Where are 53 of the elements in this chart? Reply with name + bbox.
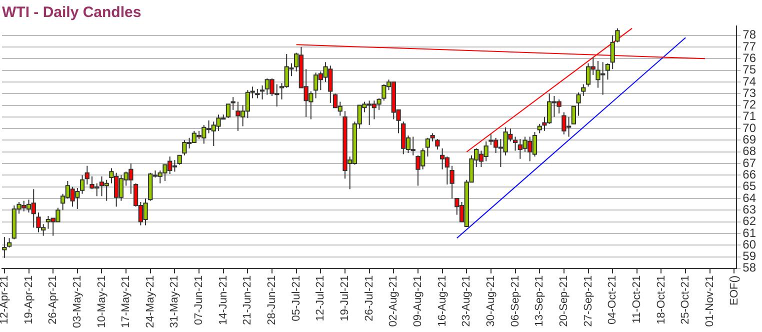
x-tick-label: 19-Apr-21 xyxy=(22,275,35,324)
x-tick-label: 20-Sep-21 xyxy=(558,275,570,327)
x-tick-label: 21-Jun-21 xyxy=(242,275,254,325)
x-tick-label: 28-Jun-21 xyxy=(266,275,278,325)
x-tick-label: 25-Oct-21 xyxy=(680,275,692,324)
y-tick-label: 65 xyxy=(742,179,756,194)
y-tick-label: 64 xyxy=(742,190,756,205)
y-tick-label: 59 xyxy=(742,249,756,264)
y-tick-label: 68 xyxy=(742,144,756,158)
x-tick-label: 31-May-21 xyxy=(168,275,181,328)
x-tick-label: 27-Sep-21 xyxy=(582,275,594,327)
x-tick-label: 18-Oct-21 xyxy=(655,275,668,324)
y-tick-label: 73 xyxy=(742,86,756,100)
y-tick-label: 62 xyxy=(742,214,756,228)
x-tick-label: 26-Apr-21 xyxy=(47,275,60,324)
y-tick-label: 72 xyxy=(742,98,756,112)
x-tick-label: 30-Aug-21 xyxy=(484,275,497,327)
y-tick-label: 77 xyxy=(742,39,756,54)
y-tick-label: 71 xyxy=(742,109,756,124)
x-tick-label: 04-Oct-21 xyxy=(606,275,619,324)
y-tick-label: 69 xyxy=(742,132,756,147)
x-tick-label: 10-May-21 xyxy=(96,275,108,328)
x-tick-label: 26-Jul-21 xyxy=(363,275,376,322)
x-tick-label: 01-Nov-21 xyxy=(704,275,716,327)
x-tick-label: 24-May-21 xyxy=(144,275,156,328)
x-tick-label: 13-Sep-21 xyxy=(534,275,546,327)
y-tick-label: 60 xyxy=(742,237,756,252)
x-tick-label: 16-Aug-21 xyxy=(436,275,448,327)
y-tick-label: 66 xyxy=(742,167,756,182)
x-tick-label: 17-May-21 xyxy=(120,275,132,328)
x-tick-label: 06-Sep-21 xyxy=(509,275,522,327)
x-tick-label: 03-May-21 xyxy=(71,275,84,328)
x-tick-label: 12-Apr-21 xyxy=(0,275,10,324)
x-tick-label: 11-Oct-21 xyxy=(630,275,643,324)
y-tick-label: 63 xyxy=(742,202,756,216)
x-tick-label: EOF() xyxy=(728,275,740,306)
x-tick-label: 23-Aug-21 xyxy=(460,275,473,327)
y-tick-label: 61 xyxy=(742,226,756,240)
chart-title: WTI - Daily Candles xyxy=(2,4,142,22)
y-tick-label: 74 xyxy=(742,74,756,88)
x-tick-label: 12-Jul-21 xyxy=(314,275,327,322)
y-tick-label: 75 xyxy=(742,62,756,77)
x-tick-label: 02-Aug-21 xyxy=(388,275,400,327)
x-tick-label: 19-Jul-21 xyxy=(339,275,352,322)
y-tick-label: 58 xyxy=(742,260,756,275)
x-tick-label: 07-Jun-21 xyxy=(193,275,206,325)
y-tick-label: 70 xyxy=(742,120,756,135)
x-tick-label: 09-Aug-21 xyxy=(412,275,424,327)
x-tick-label: 14-Jun-21 xyxy=(217,275,230,325)
y-tick-label: 67 xyxy=(742,156,756,170)
y-tick-label: 76 xyxy=(742,50,756,65)
x-tick-label: 05-Jul-21 xyxy=(290,275,302,322)
y-tick-label: 78 xyxy=(742,28,756,42)
